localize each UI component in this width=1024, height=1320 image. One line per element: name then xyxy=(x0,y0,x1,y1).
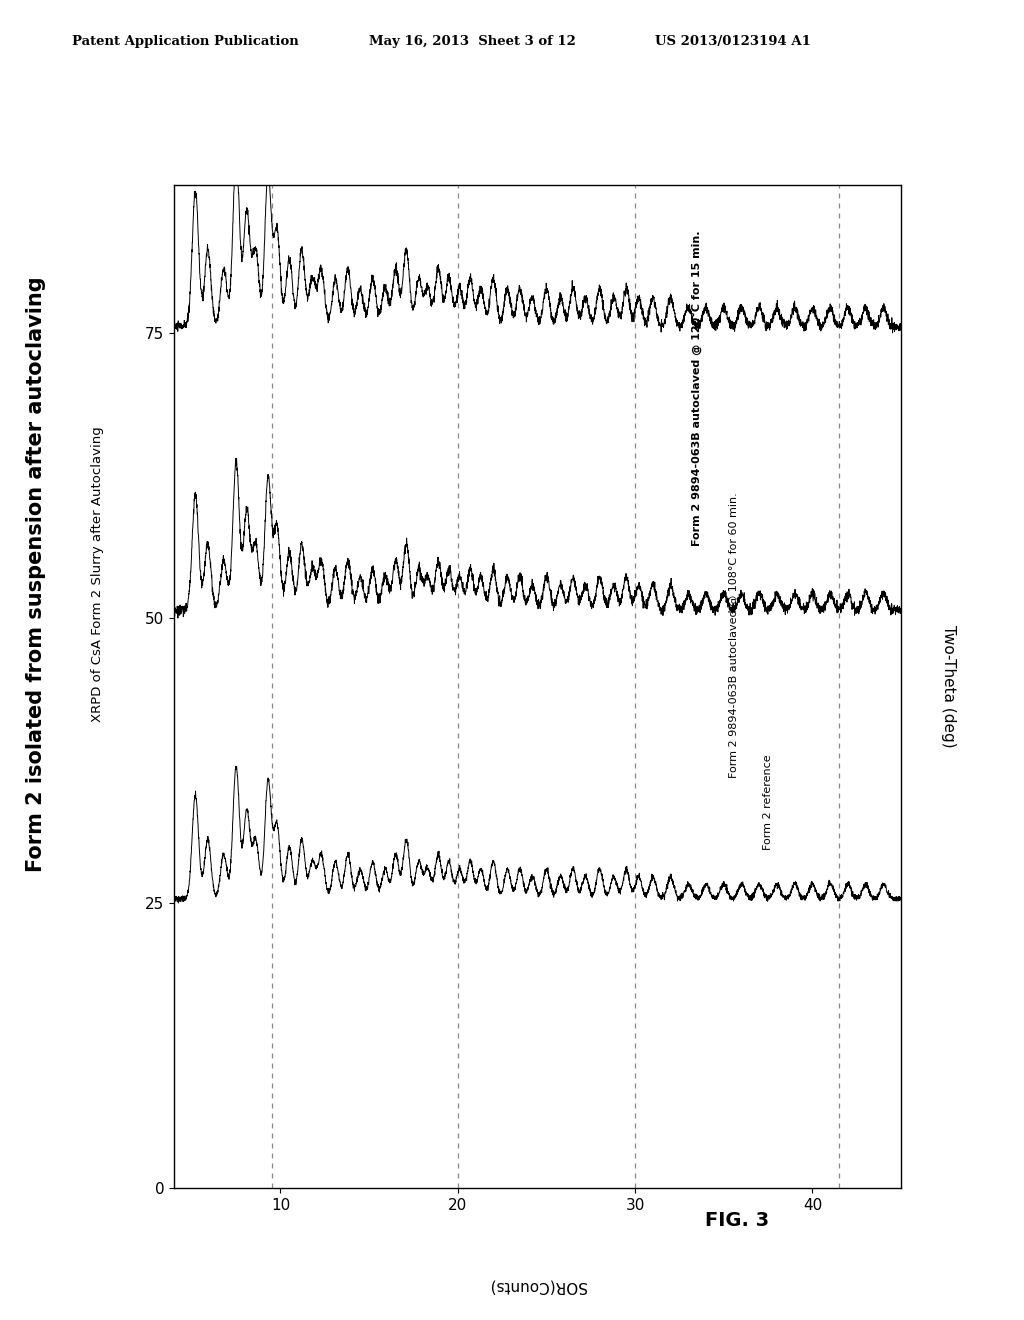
Text: US 2013/0123194 A1: US 2013/0123194 A1 xyxy=(655,34,811,48)
Text: Form 2 9894-063B autoclaved @ 120°C for 15 min.: Form 2 9894-063B autoclaved @ 120°C for … xyxy=(692,231,702,546)
Text: SOR(Counts): SOR(Counts) xyxy=(488,1278,587,1294)
Text: Form 2 reference: Form 2 reference xyxy=(763,755,773,850)
Text: May 16, 2013  Sheet 3 of 12: May 16, 2013 Sheet 3 of 12 xyxy=(369,34,575,48)
Text: Two-Theta (deg): Two-Theta (deg) xyxy=(941,626,956,747)
Text: XRPD of CsA Form 2 Slurry after Autoclaving: XRPD of CsA Form 2 Slurry after Autoclav… xyxy=(91,426,103,722)
Text: Form 2 9894-063B autoclaved @ 108°C for 60 min.: Form 2 9894-063B autoclaved @ 108°C for … xyxy=(728,492,737,779)
Text: Patent Application Publication: Patent Application Publication xyxy=(72,34,298,48)
Text: Form 2 isolated from suspension after autoclaving: Form 2 isolated from suspension after au… xyxy=(26,276,46,873)
Text: FIG. 3: FIG. 3 xyxy=(706,1212,769,1230)
